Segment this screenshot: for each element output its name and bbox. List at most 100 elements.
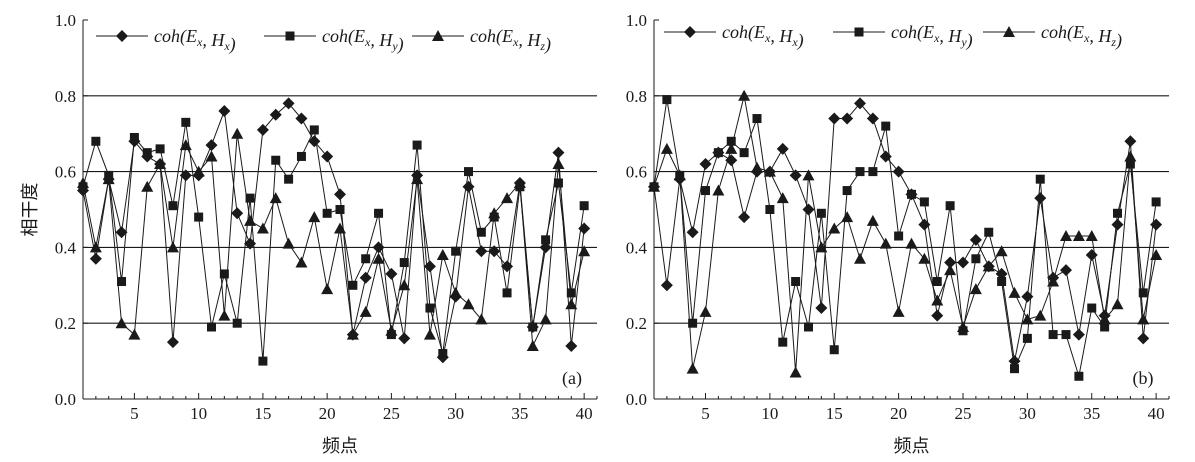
data-point bbox=[778, 337, 788, 347]
data-point bbox=[295, 256, 308, 268]
data-point bbox=[205, 150, 218, 162]
legend-marker bbox=[432, 30, 444, 41]
legend-marker bbox=[1003, 26, 1015, 37]
data-point bbox=[866, 112, 879, 125]
data-point bbox=[258, 356, 268, 366]
series-square bbox=[649, 95, 1161, 381]
data-point bbox=[1085, 248, 1098, 261]
data-point bbox=[335, 205, 345, 214]
data-point bbox=[892, 305, 905, 317]
data-point bbox=[296, 151, 306, 161]
data-point bbox=[513, 176, 526, 188]
data-point bbox=[168, 201, 178, 211]
data-point bbox=[982, 260, 995, 272]
data-point bbox=[269, 108, 282, 121]
data-point bbox=[476, 227, 486, 237]
data-point bbox=[232, 318, 242, 328]
data-point bbox=[1124, 135, 1137, 148]
panel-label: (a) bbox=[562, 368, 582, 389]
legend-marker bbox=[854, 27, 864, 37]
data-point bbox=[776, 192, 789, 204]
data-point bbox=[1034, 309, 1047, 321]
legend-marker bbox=[285, 31, 295, 41]
data-point bbox=[361, 254, 371, 264]
legend-label: coh(Ex, Hz) bbox=[1041, 22, 1122, 51]
legend-text: , H bbox=[1089, 26, 1112, 46]
data-point bbox=[284, 174, 294, 184]
data-point bbox=[488, 245, 501, 258]
legend-text: coh(E bbox=[891, 22, 934, 43]
data-point bbox=[1150, 248, 1163, 260]
data-point bbox=[256, 123, 269, 136]
data-point bbox=[385, 324, 398, 336]
data-point bbox=[282, 97, 295, 110]
data-point bbox=[194, 212, 204, 222]
data-point bbox=[385, 267, 398, 280]
data-point bbox=[374, 208, 384, 218]
data-point bbox=[892, 165, 905, 178]
data-point bbox=[738, 89, 751, 101]
data-point bbox=[995, 245, 1008, 257]
data-point bbox=[1060, 264, 1072, 277]
data-point bbox=[855, 167, 865, 177]
series-line bbox=[82, 102, 585, 358]
legend-entry: coh(Ex, Hz) bbox=[412, 26, 551, 55]
legend-text: coh(E bbox=[322, 26, 365, 47]
legend-subscript: x bbox=[1083, 31, 1090, 45]
data-point bbox=[566, 288, 576, 298]
data-point bbox=[945, 201, 955, 211]
x-tick-label: 30 bbox=[1019, 404, 1036, 423]
data-point bbox=[102, 173, 115, 185]
data-point bbox=[565, 339, 578, 352]
data-point bbox=[155, 144, 165, 154]
series-line bbox=[653, 95, 1157, 373]
legend-subscript: z bbox=[539, 39, 545, 53]
data-point bbox=[957, 256, 969, 269]
series-diamond bbox=[648, 97, 1163, 368]
data-point bbox=[89, 252, 102, 265]
data-point bbox=[1072, 328, 1085, 341]
data-point bbox=[931, 294, 944, 306]
series-triangle bbox=[77, 127, 591, 351]
legend-text: coh(E bbox=[154, 26, 197, 47]
data-point bbox=[1034, 192, 1047, 205]
data-point bbox=[648, 180, 660, 192]
legend-text: ) bbox=[544, 34, 551, 55]
data-point bbox=[552, 158, 565, 170]
data-point bbox=[91, 136, 101, 146]
legend-text: , H bbox=[202, 30, 225, 50]
data-point bbox=[501, 192, 514, 204]
data-point bbox=[881, 121, 891, 131]
data-point bbox=[828, 112, 841, 125]
legend-text: ) bbox=[797, 30, 804, 51]
data-point bbox=[129, 132, 139, 142]
legend-text: coh(E bbox=[722, 22, 765, 43]
data-point bbox=[1022, 333, 1032, 343]
y-tick-label: 0.4 bbox=[55, 238, 77, 257]
data-point bbox=[166, 241, 179, 253]
legend-marker bbox=[684, 26, 696, 38]
data-point bbox=[1061, 330, 1071, 340]
data-point bbox=[1138, 288, 1148, 298]
x-tick-label: 40 bbox=[576, 404, 593, 423]
data-point bbox=[256, 222, 269, 234]
data-point bbox=[918, 252, 931, 264]
data-point bbox=[789, 169, 802, 182]
x-tick-label: 25 bbox=[955, 404, 972, 423]
x-tick-label: 35 bbox=[511, 404, 528, 423]
data-point bbox=[179, 139, 192, 151]
data-point bbox=[423, 328, 436, 340]
data-point bbox=[751, 161, 763, 173]
data-point bbox=[828, 222, 841, 234]
data-point bbox=[879, 237, 892, 249]
legend-text: ) bbox=[1115, 30, 1122, 51]
series-line bbox=[653, 102, 1157, 362]
data-point bbox=[1100, 322, 1110, 332]
data-point bbox=[1021, 313, 1034, 325]
data-point bbox=[1060, 230, 1072, 242]
data-point bbox=[660, 142, 673, 154]
data-point bbox=[686, 362, 699, 374]
data-point bbox=[688, 318, 698, 328]
data-point bbox=[1151, 197, 1161, 207]
data-point bbox=[866, 214, 879, 226]
